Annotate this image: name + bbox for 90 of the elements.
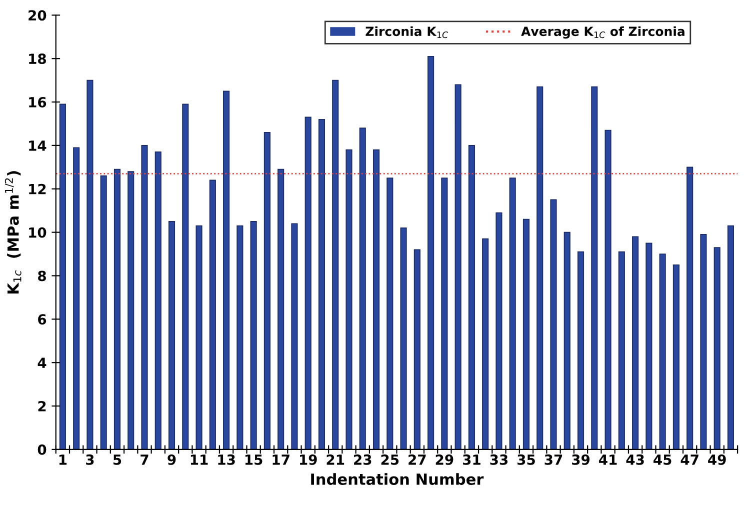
x-tick-label: 29 xyxy=(436,454,454,465)
bar xyxy=(577,251,584,450)
bar xyxy=(209,180,216,450)
bar xyxy=(278,168,284,450)
x-tick-label: 27 xyxy=(408,454,426,465)
x-tick-label: 3 xyxy=(86,454,94,465)
bar xyxy=(454,84,462,450)
bar xyxy=(496,212,502,450)
bar xyxy=(318,118,326,450)
bar xyxy=(346,149,352,450)
x-tick-label: 25 xyxy=(381,454,399,465)
x-tick-label: 37 xyxy=(544,454,562,465)
y-axis-title: K$_{1c}$ (MPa m$^{1/2}$) xyxy=(4,171,22,294)
bar xyxy=(522,218,530,450)
x-tick-label: 5 xyxy=(113,454,122,465)
bar xyxy=(441,178,448,450)
bar xyxy=(196,225,202,450)
x-tick-label: 45 xyxy=(654,454,672,465)
legend-label: Zirconia K$_{1C}$ xyxy=(366,26,448,38)
bar xyxy=(700,234,707,450)
bar xyxy=(727,225,734,450)
bar xyxy=(714,247,720,450)
y-tick-label: 8 xyxy=(38,270,46,282)
y-tick-label: 0 xyxy=(38,444,46,455)
y-tick-label: 14 xyxy=(29,140,46,151)
bar xyxy=(100,175,107,450)
x-tick-label: 33 xyxy=(490,454,508,465)
bar xyxy=(264,132,270,450)
bar xyxy=(591,86,598,450)
bar xyxy=(128,171,134,450)
bar xyxy=(182,104,189,450)
x-tick-label: 7 xyxy=(140,454,148,465)
bar xyxy=(468,145,475,450)
bar xyxy=(141,145,148,450)
bar xyxy=(114,168,121,450)
y-tick-label: 16 xyxy=(29,96,46,108)
bar xyxy=(250,221,257,450)
bar xyxy=(400,228,407,450)
bar xyxy=(550,199,557,450)
bar xyxy=(604,130,612,450)
legend-label: Average K$_{1C}$ of Zirconia xyxy=(521,26,684,39)
bar xyxy=(386,178,394,450)
bar xyxy=(59,104,66,450)
x-tick-label: 35 xyxy=(517,454,535,465)
bar xyxy=(359,128,366,450)
bar xyxy=(73,147,80,450)
x-tick-label: 15 xyxy=(245,454,262,465)
bar xyxy=(536,86,544,450)
y-tick-label: 4 xyxy=(38,358,46,368)
y-tick-label: 6 xyxy=(38,314,46,325)
bar xyxy=(659,254,666,450)
bar xyxy=(168,221,176,450)
x-tick-label: 1 xyxy=(59,454,67,465)
x-tick-label: 39 xyxy=(572,454,590,465)
x-tick-label: 31 xyxy=(462,454,480,465)
bar xyxy=(632,236,639,450)
y-tick-label: 2 xyxy=(38,400,46,412)
x-tick-label: 41 xyxy=(598,454,617,465)
bar xyxy=(223,90,230,450)
y-tick-label: 12 xyxy=(29,184,46,194)
y-tick-label: 10 xyxy=(29,227,46,238)
bar xyxy=(672,264,680,450)
bar xyxy=(332,80,339,450)
bar xyxy=(564,232,570,450)
bar xyxy=(414,249,420,450)
bar xyxy=(686,166,694,450)
x-tick-label: 23 xyxy=(354,454,372,465)
bar xyxy=(372,149,380,450)
x-tick-label: 13 xyxy=(218,454,235,465)
x-tick-label: 11 xyxy=(190,454,208,465)
bar xyxy=(618,251,625,450)
bar xyxy=(304,116,312,450)
bar xyxy=(86,80,94,450)
x-tick-label: 19 xyxy=(300,454,317,465)
bar xyxy=(236,225,244,450)
bar xyxy=(646,242,652,450)
y-tick-label: 18 xyxy=(29,54,46,64)
x-tick-label: 21 xyxy=(326,454,344,465)
bar xyxy=(291,223,298,450)
bar xyxy=(428,56,434,450)
x-axis-title: Indentation Number xyxy=(311,473,484,485)
y-tick-label: 20 xyxy=(28,10,46,21)
bar xyxy=(154,152,162,450)
bar xyxy=(482,238,489,450)
bar xyxy=(509,178,516,450)
x-tick-label: 43 xyxy=(626,454,644,465)
x-tick-label: 17 xyxy=(272,454,290,465)
x-tick-label: 47 xyxy=(680,454,698,465)
x-tick-label: 9 xyxy=(168,454,176,465)
x-tick-label: 49 xyxy=(708,454,726,465)
